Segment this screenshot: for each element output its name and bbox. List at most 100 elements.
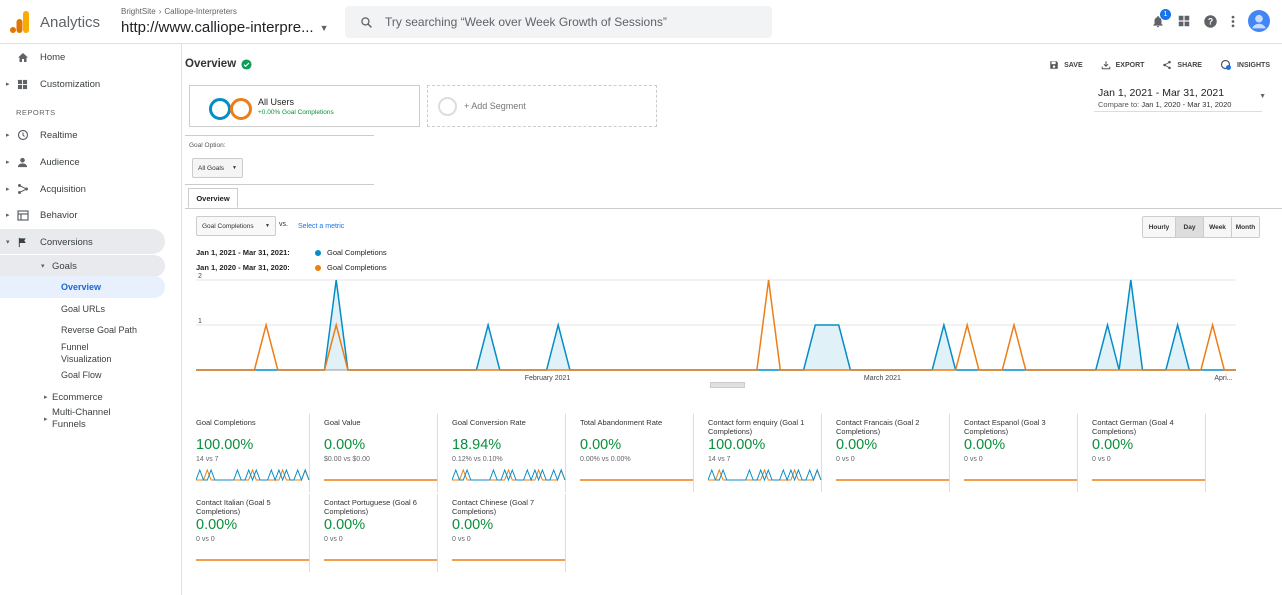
granularity-month[interactable]: Month [1231, 217, 1259, 237]
verified-shield-icon [241, 58, 252, 70]
scorecard-divider [565, 414, 566, 492]
granularity-day[interactable]: Day [1175, 217, 1203, 237]
sidebar-item-goals[interactable]: ▾ Goals [0, 255, 165, 277]
apps-grid-icon[interactable] [1177, 14, 1191, 28]
scorecard-divider [565, 494, 566, 572]
sidebar-item-funnel-visualization[interactable]: Funnel Visualization [61, 342, 112, 364]
account-avatar[interactable] [1248, 10, 1270, 32]
scorecard-divider [1205, 414, 1206, 492]
chart-resize-handle[interactable] [710, 382, 745, 388]
view-selector[interactable]: http://www.calliope-interpre... ▼ [121, 19, 329, 36]
sidebar-item-conversions[interactable]: ▾ Conversions [0, 231, 165, 253]
compare-range: Jan 1, 2020 - Mar 31, 2020 [1141, 100, 1232, 109]
scorecard-divider [309, 494, 310, 572]
scorecard[interactable]: Contact Portuguese (Goal 6 Completions) 0… [310, 494, 438, 576]
scorecard-title: Goal Conversion Rate [452, 418, 526, 427]
sidebar-item-behavior[interactable]: ▸ Behavior [0, 204, 181, 226]
notification-badge: 1 [1160, 8, 1171, 20]
sidebar-item-reverse-goal-path[interactable]: Reverse Goal Path [61, 325, 138, 335]
page-title-text: Overview [185, 58, 237, 70]
x-tick-label: February 2021 [525, 375, 571, 382]
scorecard-comparison: 0 vs 0 [196, 536, 215, 543]
scorecard[interactable]: Contact Francais (Goal 2 Completions) 0.0… [822, 414, 950, 496]
scorecard-title: Contact Francais (Goal 2 Completions) [836, 418, 920, 436]
scorecard[interactable]: Goal Conversion Rate 18.94% 0.12% vs 0.10% [438, 414, 566, 496]
scorecard-sparkline [964, 479, 1077, 481]
scorecard[interactable]: Total Abandonment Rate 0.00% 0.00% vs 0.00… [566, 414, 694, 496]
scorecard[interactable]: Contact form enquiry (Goal 1 Completions… [694, 414, 822, 496]
metric-select[interactable]: Goal Completions ▼ [196, 216, 276, 236]
series-line [196, 279, 1236, 371]
empty-segment-circle-icon [438, 96, 457, 116]
sidebar-item-label: Customization [40, 78, 101, 90]
sidebar-item-label: Audience [40, 156, 80, 168]
series-area [196, 280, 1236, 370]
save-button[interactable]: SAVE [1049, 59, 1083, 71]
clock-icon [17, 129, 29, 141]
scorecard-sparkline [452, 468, 566, 482]
goals-highlight [0, 255, 165, 277]
notifications-button[interactable]: 1 [1151, 8, 1171, 29]
save-icon [1050, 61, 1058, 69]
sidebar-item-customization[interactable]: ▸ Customization [0, 73, 181, 95]
scorecard[interactable]: Contact Italian (Goal 5 Completions) 0.00… [182, 494, 310, 576]
dropdown-arrow-icon: ▼ [232, 165, 237, 171]
sidebar-item-ecommerce[interactable]: ▸ Ecommerce [0, 386, 181, 408]
add-segment-button[interactable]: + Add Segment [427, 85, 657, 127]
scorecard-value: 0.00% [452, 517, 494, 533]
sidebar-item-goals-overview[interactable]: Overview [61, 282, 102, 292]
granularity-toggle: Hourly Day Week Month [1142, 216, 1260, 238]
scorecard[interactable]: Goal Completions 100.00% 14 vs 7 [182, 414, 310, 496]
sidebar-item-audience[interactable]: ▸ Audience [0, 151, 181, 173]
scorecard-divider [437, 494, 438, 572]
export-button[interactable]: EXPORT [1101, 59, 1144, 71]
property-name: Calliope-Interpreters [164, 7, 237, 16]
granularity-week[interactable]: Week [1203, 217, 1231, 237]
sidebar-item-acquisition[interactable]: ▸ Acquisition [0, 178, 181, 200]
help-icon[interactable]: ? [1203, 14, 1218, 29]
scorecard-sparkline [708, 468, 822, 482]
share-button[interactable]: SHARE [1162, 59, 1202, 71]
scorecard[interactable]: Contact Chinese (Goal 7 Completions) 0.00… [438, 494, 566, 576]
x-tick-label: March 2021 [864, 375, 901, 382]
scorecard[interactable]: Goal Value 0.00% $0.00 vs $0.00 [310, 414, 438, 496]
y-tick-label: 2 [198, 273, 202, 280]
collapse-arrow-icon: ▾ [6, 239, 10, 246]
segment-all-users[interactable]: All Users +0.00% Goal Completions [189, 85, 420, 127]
date-range-picker[interactable]: Jan 1, 2021 - Mar 31, 2021 Compare to: J… [1094, 86, 1266, 112]
save-label: SAVE [1064, 61, 1083, 69]
dropdown-arrow-icon: ▼ [265, 223, 270, 229]
scorecard[interactable]: Contact German (Goal 4 Completions) 0.00%… [1078, 414, 1206, 496]
scorecard-value: 0.00% [836, 437, 878, 453]
sidebar-item-goal-urls[interactable]: Goal URLs [61, 304, 106, 314]
sidebar-item-home[interactable]: Home [0, 46, 181, 68]
sidebar-item-label: Behavior [40, 209, 78, 221]
dropdown-arrow-icon: ▼ [319, 22, 329, 33]
vs-label: vs. [279, 221, 288, 228]
insights-button[interactable]: INSIGHTS [1220, 59, 1270, 71]
scorecard-comparison: 0 vs 0 [964, 456, 983, 463]
sparkline-series [196, 468, 310, 482]
svg-text:?: ? [1208, 16, 1213, 26]
select-metric-link[interactable]: Select a metric [298, 223, 345, 230]
sidebar-item-multichannel[interactable]: ▸ Multi-Channel Funnels [0, 406, 181, 432]
goal-option-select[interactable]: All Goals ▼ [192, 158, 243, 178]
sidebar-item-goal-flow[interactable]: Goal Flow [61, 370, 102, 380]
app-name[interactable]: Analytics [40, 14, 101, 31]
segment-name: All Users [258, 97, 295, 107]
sidebar-item-realtime[interactable]: ▸ Realtime [0, 124, 181, 146]
scorecard-comparison: 14 vs 7 [708, 456, 731, 463]
more-vert-icon[interactable] [1230, 14, 1236, 29]
granularity-hourly[interactable]: Hourly [1143, 217, 1175, 237]
search-box[interactable] [345, 6, 772, 38]
analytics-logo-icon[interactable] [10, 11, 30, 33]
scorecard[interactable]: Contact Espanol (Goal 3 Completions) 0.00… [950, 414, 1078, 496]
scorecard-value: 100.00% [196, 437, 254, 453]
account-breadcrumb[interactable]: BrightSite › Calliope-Interpreters [121, 7, 237, 16]
tab-overview[interactable]: Overview [188, 188, 238, 208]
scorecard-value: 18.94% [452, 437, 502, 453]
page-title: Overview [185, 58, 252, 70]
expand-arrow-icon: ▸ [6, 186, 10, 193]
tab-divider [185, 208, 1282, 209]
search-input[interactable] [385, 15, 765, 29]
